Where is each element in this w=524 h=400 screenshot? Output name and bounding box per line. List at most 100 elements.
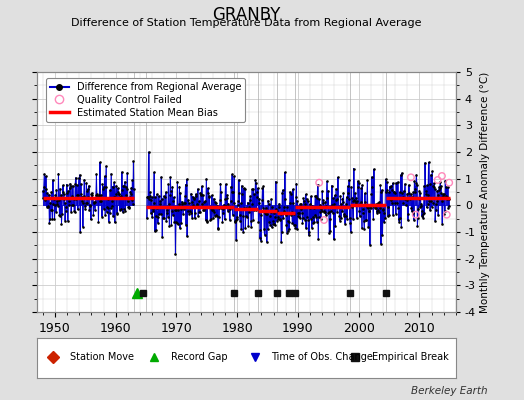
Point (317, 205, 325, 212)
Point (253, 189, 261, 196)
Point (154, 213, 162, 220)
Point (343, 190, 352, 196)
Point (292, 194, 300, 200)
Point (281, 211, 290, 218)
Point (173, 178, 182, 185)
Point (434, 212, 442, 218)
Point (339, 195, 347, 202)
Point (398, 170, 406, 176)
Point (174, 207, 183, 214)
Point (42, 185, 50, 192)
Point (386, 197, 395, 204)
Point (231, 219, 239, 226)
Point (276, 217, 284, 223)
Point (439, 191, 447, 198)
Point (192, 202, 201, 208)
Point (320, 217, 328, 223)
Point (155, 211, 163, 218)
Point (205, 194, 213, 200)
Point (244, 222, 253, 229)
Point (61, 207, 70, 214)
Point (79, 224, 87, 230)
Point (406, 196, 414, 202)
Point (436, 178, 444, 185)
Text: Empirical Break: Empirical Break (372, 352, 449, 362)
Point (442, 184, 451, 190)
Point (344, 196, 353, 203)
Point (189, 202, 198, 208)
Point (290, 211, 299, 217)
Point (214, 226, 222, 232)
Point (441, 207, 449, 214)
Point (302, 195, 311, 202)
Point (351, 190, 359, 197)
Point (208, 192, 216, 199)
Point (111, 194, 119, 200)
Point (147, 194, 156, 201)
Point (442, 193, 450, 199)
Point (396, 215, 405, 221)
Point (243, 214, 252, 220)
Point (292, 180, 301, 187)
Point (381, 215, 389, 221)
Text: Berkeley Earth: Berkeley Earth (411, 386, 487, 396)
Point (374, 206, 383, 213)
Point (107, 203, 116, 210)
Point (147, 210, 155, 216)
Point (401, 195, 410, 202)
Point (265, 218, 273, 225)
Point (409, 210, 417, 216)
Point (310, 205, 318, 211)
Point (54, 203, 62, 210)
Point (159, 204, 167, 210)
Point (354, 180, 363, 186)
Point (413, 222, 422, 229)
Point (420, 210, 429, 216)
Point (127, 191, 135, 197)
Point (359, 218, 368, 224)
Point (411, 186, 419, 192)
Point (439, 193, 447, 200)
Point (40, 171, 48, 177)
Point (95, 192, 104, 198)
Point (104, 218, 113, 225)
Text: Record Gap: Record Gap (171, 352, 227, 362)
Point (44, 202, 52, 209)
Point (169, 197, 178, 204)
Point (288, 208, 296, 215)
Point (73, 206, 82, 213)
Point (391, 211, 400, 217)
Point (118, 209, 127, 215)
Point (117, 206, 125, 212)
Point (49, 200, 58, 207)
Point (203, 219, 212, 225)
Point (246, 197, 254, 203)
Point (165, 200, 173, 207)
Point (417, 201, 425, 207)
Point (159, 215, 168, 221)
Point (369, 166, 378, 172)
Point (308, 203, 316, 209)
Point (300, 216, 309, 223)
Point (278, 189, 287, 196)
Point (59, 191, 68, 197)
Point (187, 190, 195, 197)
Point (279, 204, 288, 210)
Point (356, 201, 364, 207)
Point (204, 190, 213, 196)
Point (156, 200, 165, 207)
Point (358, 182, 366, 188)
Point (323, 178, 331, 184)
Point (190, 194, 198, 201)
Point (350, 197, 358, 204)
Point (406, 194, 414, 201)
Point (163, 214, 172, 220)
Point (332, 186, 340, 192)
Point (220, 216, 228, 223)
Point (98, 214, 106, 220)
Point (64, 188, 72, 194)
Point (208, 207, 216, 213)
Point (123, 170, 132, 176)
Point (382, 189, 390, 195)
Point (397, 224, 406, 230)
